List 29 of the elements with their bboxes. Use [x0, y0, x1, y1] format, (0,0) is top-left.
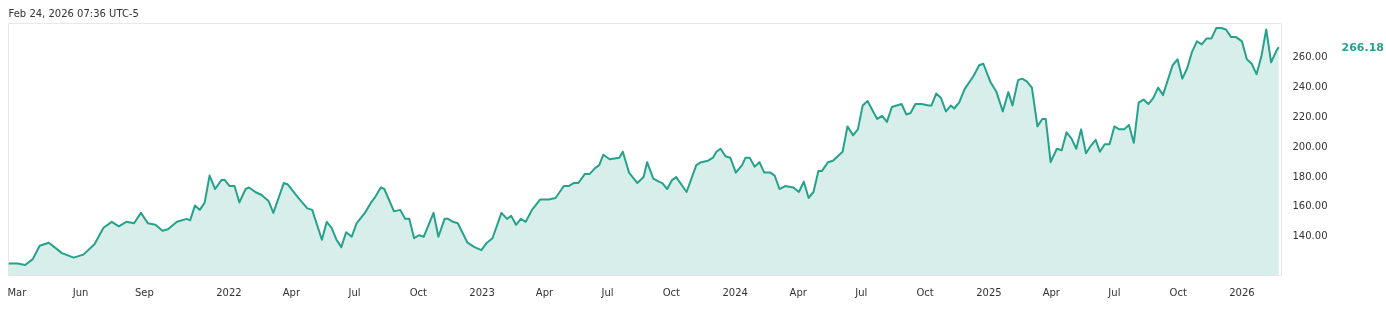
y-tick-label: 260.00: [1292, 51, 1328, 63]
x-tick-label: Oct: [1169, 286, 1187, 298]
x-tick-label: 2025: [976, 286, 1002, 298]
text: Feb 24, 2026 07:36 UTC-5: [8, 7, 139, 19]
x-tick-label: Sep: [134, 286, 154, 298]
x-tick-label: Jul: [347, 286, 361, 298]
x-tick-label: Oct: [916, 286, 934, 298]
y-tick-label: 160.00: [1292, 200, 1328, 212]
x-tick-label: Jul: [1107, 286, 1121, 298]
x-tick-label: 2023: [469, 286, 495, 298]
x-tick-label: Jul: [600, 286, 614, 298]
y-tick-label: 200.00: [1292, 140, 1328, 152]
x-tick-label: Oct: [409, 286, 427, 298]
x-tick-label: Oct: [662, 286, 681, 298]
text: 266.18: [1341, 41, 1384, 55]
y-tick-label: 180.00: [1292, 170, 1328, 182]
x-tick-label: 2022: [216, 286, 242, 298]
x-tick-label: 2026: [1229, 286, 1255, 298]
x-tick-label: Mar: [7, 286, 28, 298]
y-tick-label: 240.00: [1292, 81, 1328, 93]
x-tick-label: Apr: [789, 286, 808, 298]
x-tick-label: Apr: [1042, 286, 1061, 298]
x-tick-label: Jul: [854, 286, 868, 298]
y-tick-label: 220.00: [1292, 110, 1328, 122]
x-tick-label: Apr: [282, 286, 301, 298]
y-tick-label: 140.00: [1292, 230, 1328, 242]
x-tick-label: Jun: [71, 286, 89, 298]
x-tick-label: Apr: [535, 286, 554, 298]
x-tick-label: 2024: [722, 286, 748, 298]
